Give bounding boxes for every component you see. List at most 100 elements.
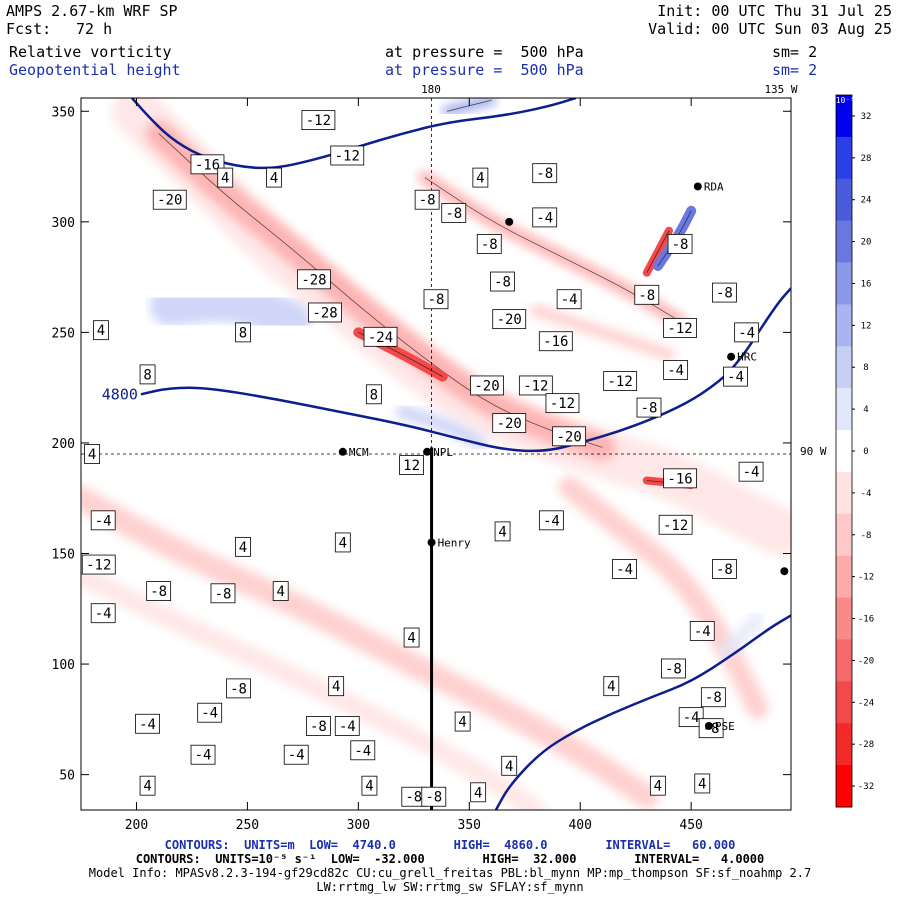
- colorbar-label: -16: [858, 615, 874, 625]
- station-label: PSE: [715, 720, 735, 733]
- contour-value-box: [472, 167, 489, 188]
- contour-value-label: -8: [423, 289, 449, 310]
- contour-value-text: -4: [354, 743, 371, 759]
- contour-value-label: -4: [90, 603, 116, 624]
- contour-value-text: -8: [665, 661, 682, 677]
- contour-value-label: -16: [190, 154, 225, 175]
- contour-value-text: -20: [497, 312, 522, 328]
- contour-value-text: -12: [335, 148, 360, 164]
- contour-value-text: -12: [550, 396, 575, 412]
- contour-value-text: -20: [474, 378, 499, 394]
- x-tick-label: 450: [679, 818, 702, 833]
- height-contour-1: [140, 287, 791, 453]
- contour-value-label: -8: [441, 203, 467, 223]
- contour-value-box: [494, 521, 511, 542]
- vorticity-band-15: [717, 612, 765, 660]
- contour-value-text: 4: [332, 679, 340, 695]
- valid-time: Valid: 00 UTC Sun 03 Aug 25: [648, 20, 892, 38]
- contour-value-box: [490, 271, 515, 292]
- contour-value-label: -8: [476, 234, 502, 254]
- contour-value-text: -8: [641, 401, 658, 417]
- contour-value-box: [350, 740, 376, 761]
- contour-value-box: [532, 207, 558, 228]
- contour-value-box: [712, 282, 737, 303]
- contour-value-text: 4: [474, 785, 482, 801]
- contour-value-label: 4: [501, 755, 518, 776]
- contour-value-text: -28: [312, 305, 337, 321]
- colorbar-swatch: [836, 597, 852, 640]
- contour-value-text: 4: [365, 779, 373, 795]
- contour-value-box: [663, 360, 689, 380]
- contour-value-text: -4: [543, 513, 560, 529]
- contour-value-box: [421, 786, 447, 807]
- contour-value-box: [190, 744, 216, 765]
- contour-value-box: [423, 289, 449, 310]
- contour-value-label: 4: [334, 532, 351, 553]
- vorticity-band-6: [81, 486, 659, 809]
- x-tick-label: 400: [568, 818, 591, 833]
- contour-value-text: -8: [716, 562, 733, 578]
- vorticity-band-8: [558, 476, 769, 720]
- contour-value-box: [689, 620, 715, 641]
- contour-value-label: -12: [603, 371, 638, 391]
- contour-value-box: [328, 676, 345, 697]
- contour-value-box: [501, 755, 518, 776]
- contour-value-label: -12: [658, 514, 693, 535]
- contour-value-text: 4: [476, 171, 484, 187]
- contour-value-text: 4: [407, 631, 415, 647]
- contour-value-label: -8: [146, 581, 172, 601]
- contour-value-text: -4: [743, 465, 760, 481]
- contour-value-text: -8: [716, 286, 733, 302]
- colorbar-label: 8: [863, 363, 868, 373]
- x-tick-label: 250: [236, 818, 259, 833]
- contour-value-box: [649, 775, 666, 796]
- contour-value-box: [235, 536, 251, 557]
- contour-value-box: [663, 318, 697, 338]
- contour-value-box: [235, 322, 251, 343]
- contour-value-text: 4: [88, 447, 96, 463]
- contour-value-text: -8: [150, 584, 167, 600]
- contour-value-label: -28: [297, 269, 331, 290]
- top-lon-180: 180: [421, 83, 441, 96]
- contour-value-label: -8: [414, 189, 440, 210]
- contour-value-box: [603, 676, 620, 697]
- contour-value-box: [190, 154, 225, 175]
- contour-value-label: 4: [649, 775, 666, 796]
- contour-value-label: -28: [308, 302, 342, 323]
- contour-value-label: -4: [283, 744, 309, 765]
- contour-value-box: [441, 203, 467, 223]
- contour-value-box: [612, 559, 637, 579]
- contour-value-label: -20: [470, 375, 504, 396]
- colorbar-swatch: [836, 95, 852, 138]
- colorbar-label: 0: [863, 447, 868, 457]
- contour-value-label: -12: [545, 393, 580, 414]
- colorbar-swatch: [836, 304, 852, 347]
- contour-value-label: 8: [139, 364, 156, 385]
- init-time: Init: 00 UTC Thu 31 Jul 25: [657, 2, 892, 20]
- contour-value-label: -8: [532, 163, 558, 184]
- height-contour-2: [131, 98, 577, 170]
- colorbar-swatch: [836, 220, 852, 264]
- contour-value-text: -12: [667, 321, 692, 337]
- contour-value-label: -8: [421, 786, 447, 807]
- colorbar-swatch: [836, 513, 852, 557]
- contour-value-box: [476, 234, 502, 254]
- contour-value-box: [197, 702, 223, 723]
- contour-value-box: [556, 289, 582, 310]
- field1-smoothing: sm= 2: [772, 43, 818, 61]
- colorbar-swatch: [836, 388, 852, 431]
- contour-value-box: [545, 393, 580, 414]
- y-tick-label: 100: [52, 658, 75, 673]
- contour-value-label: 4: [403, 627, 420, 648]
- colorbar-label: -24: [858, 698, 874, 708]
- contour-value-box: [217, 167, 234, 188]
- contour-value-box: [226, 678, 251, 699]
- contour-value-text: -20: [556, 429, 581, 445]
- contour-value-text: -8: [419, 193, 436, 209]
- contour-value-text: -4: [95, 606, 112, 622]
- colorbar-swatch: [836, 639, 852, 682]
- contour-value-box: [139, 775, 156, 796]
- colorbar-label: 28: [861, 154, 872, 164]
- vorticity-band-10: [529, 304, 675, 361]
- contour-value-label: 4: [93, 320, 109, 341]
